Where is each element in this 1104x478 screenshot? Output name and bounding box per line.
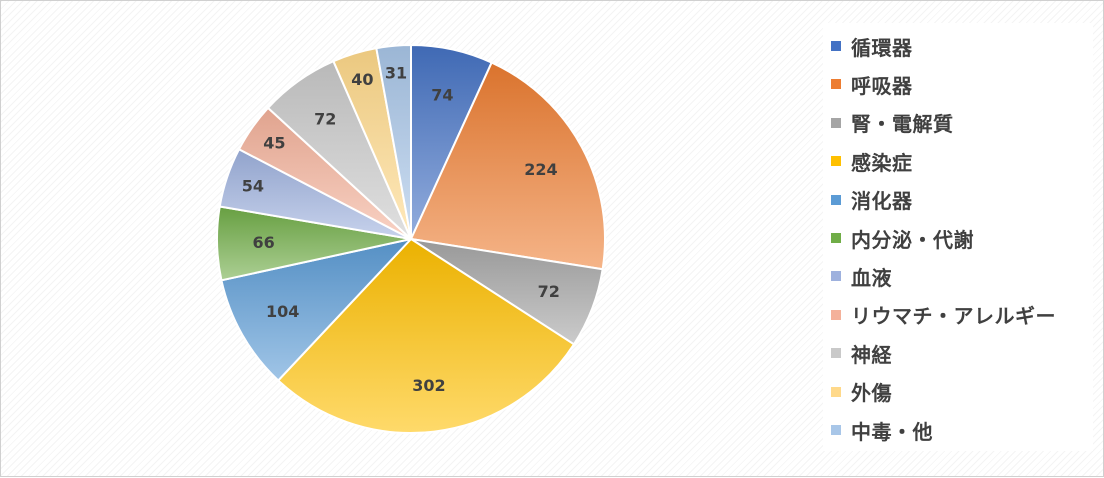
- pie-slices: [215, 44, 606, 434]
- legend-label: 神経: [851, 342, 892, 367]
- data-label: 66: [252, 233, 274, 252]
- legend-item: 循環器: [831, 31, 913, 61]
- legend-item: 中毒・他: [831, 415, 933, 445]
- legend-swatch: [831, 156, 841, 167]
- slice-呼吸器: [410, 61, 606, 271]
- slice-中毒-他: [375, 44, 412, 240]
- slice-消化器: [220, 238, 412, 382]
- legend-item: リウマチ・アレルギー: [831, 300, 1056, 330]
- data-label: 54: [242, 176, 264, 195]
- legend-swatch: [831, 233, 841, 243]
- data-labels: 74 224 72 302 104 66 54 45 72 40 31: [242, 63, 560, 395]
- data-label: 302: [412, 376, 445, 395]
- data-label: 40: [351, 70, 373, 89]
- legend-item: 神経: [831, 338, 892, 368]
- data-label: 74: [431, 85, 453, 104]
- data-label: 72: [314, 110, 336, 129]
- legend-swatch: [831, 79, 841, 90]
- legend-swatch: [831, 348, 841, 359]
- legend-item: 内分泌・代謝: [831, 223, 974, 253]
- legend-swatch: [831, 41, 841, 51]
- legend-swatch: [831, 309, 841, 320]
- legend-item: 消化器: [831, 185, 913, 215]
- legend-label: 血液: [851, 265, 892, 290]
- legend-swatch: [831, 425, 841, 435]
- data-label: 31: [385, 63, 407, 82]
- legend-item: 血液: [831, 261, 892, 291]
- legend-label: 中毒・他: [851, 419, 933, 444]
- legend-label: 外傷: [851, 381, 892, 406]
- legend-label: 感染症: [851, 150, 913, 175]
- legend-item: 呼吸器: [831, 69, 913, 99]
- legend-label: 内分泌・代謝: [851, 227, 974, 252]
- legend-swatch: [831, 271, 841, 282]
- legend-item: 腎・電解質: [831, 108, 954, 138]
- legend: 循環器呼吸器腎・電解質感染症消化器内分泌・代謝 血液リウマチ・アレルギー 神経外傷中…: [823, 23, 1093, 451]
- data-label: 104: [266, 302, 299, 321]
- data-label: 224: [524, 160, 557, 179]
- legend-item: 外傷: [831, 377, 892, 407]
- legend-label: 循環器: [851, 35, 913, 60]
- legend-label: 呼吸器: [851, 73, 913, 98]
- data-label: 72: [538, 282, 560, 301]
- legend-label: 消化器: [851, 189, 913, 214]
- legend-item: 感染症: [831, 146, 913, 176]
- legend-label: 腎・電解質: [851, 112, 954, 137]
- legend-swatch: [831, 117, 841, 128]
- slice-感染症: [277, 238, 575, 434]
- legend-swatch: [831, 194, 841, 205]
- legend-label: リウマチ・アレルギー: [851, 304, 1056, 329]
- legend-swatch: [831, 386, 841, 397]
- data-label: 45: [263, 134, 285, 153]
